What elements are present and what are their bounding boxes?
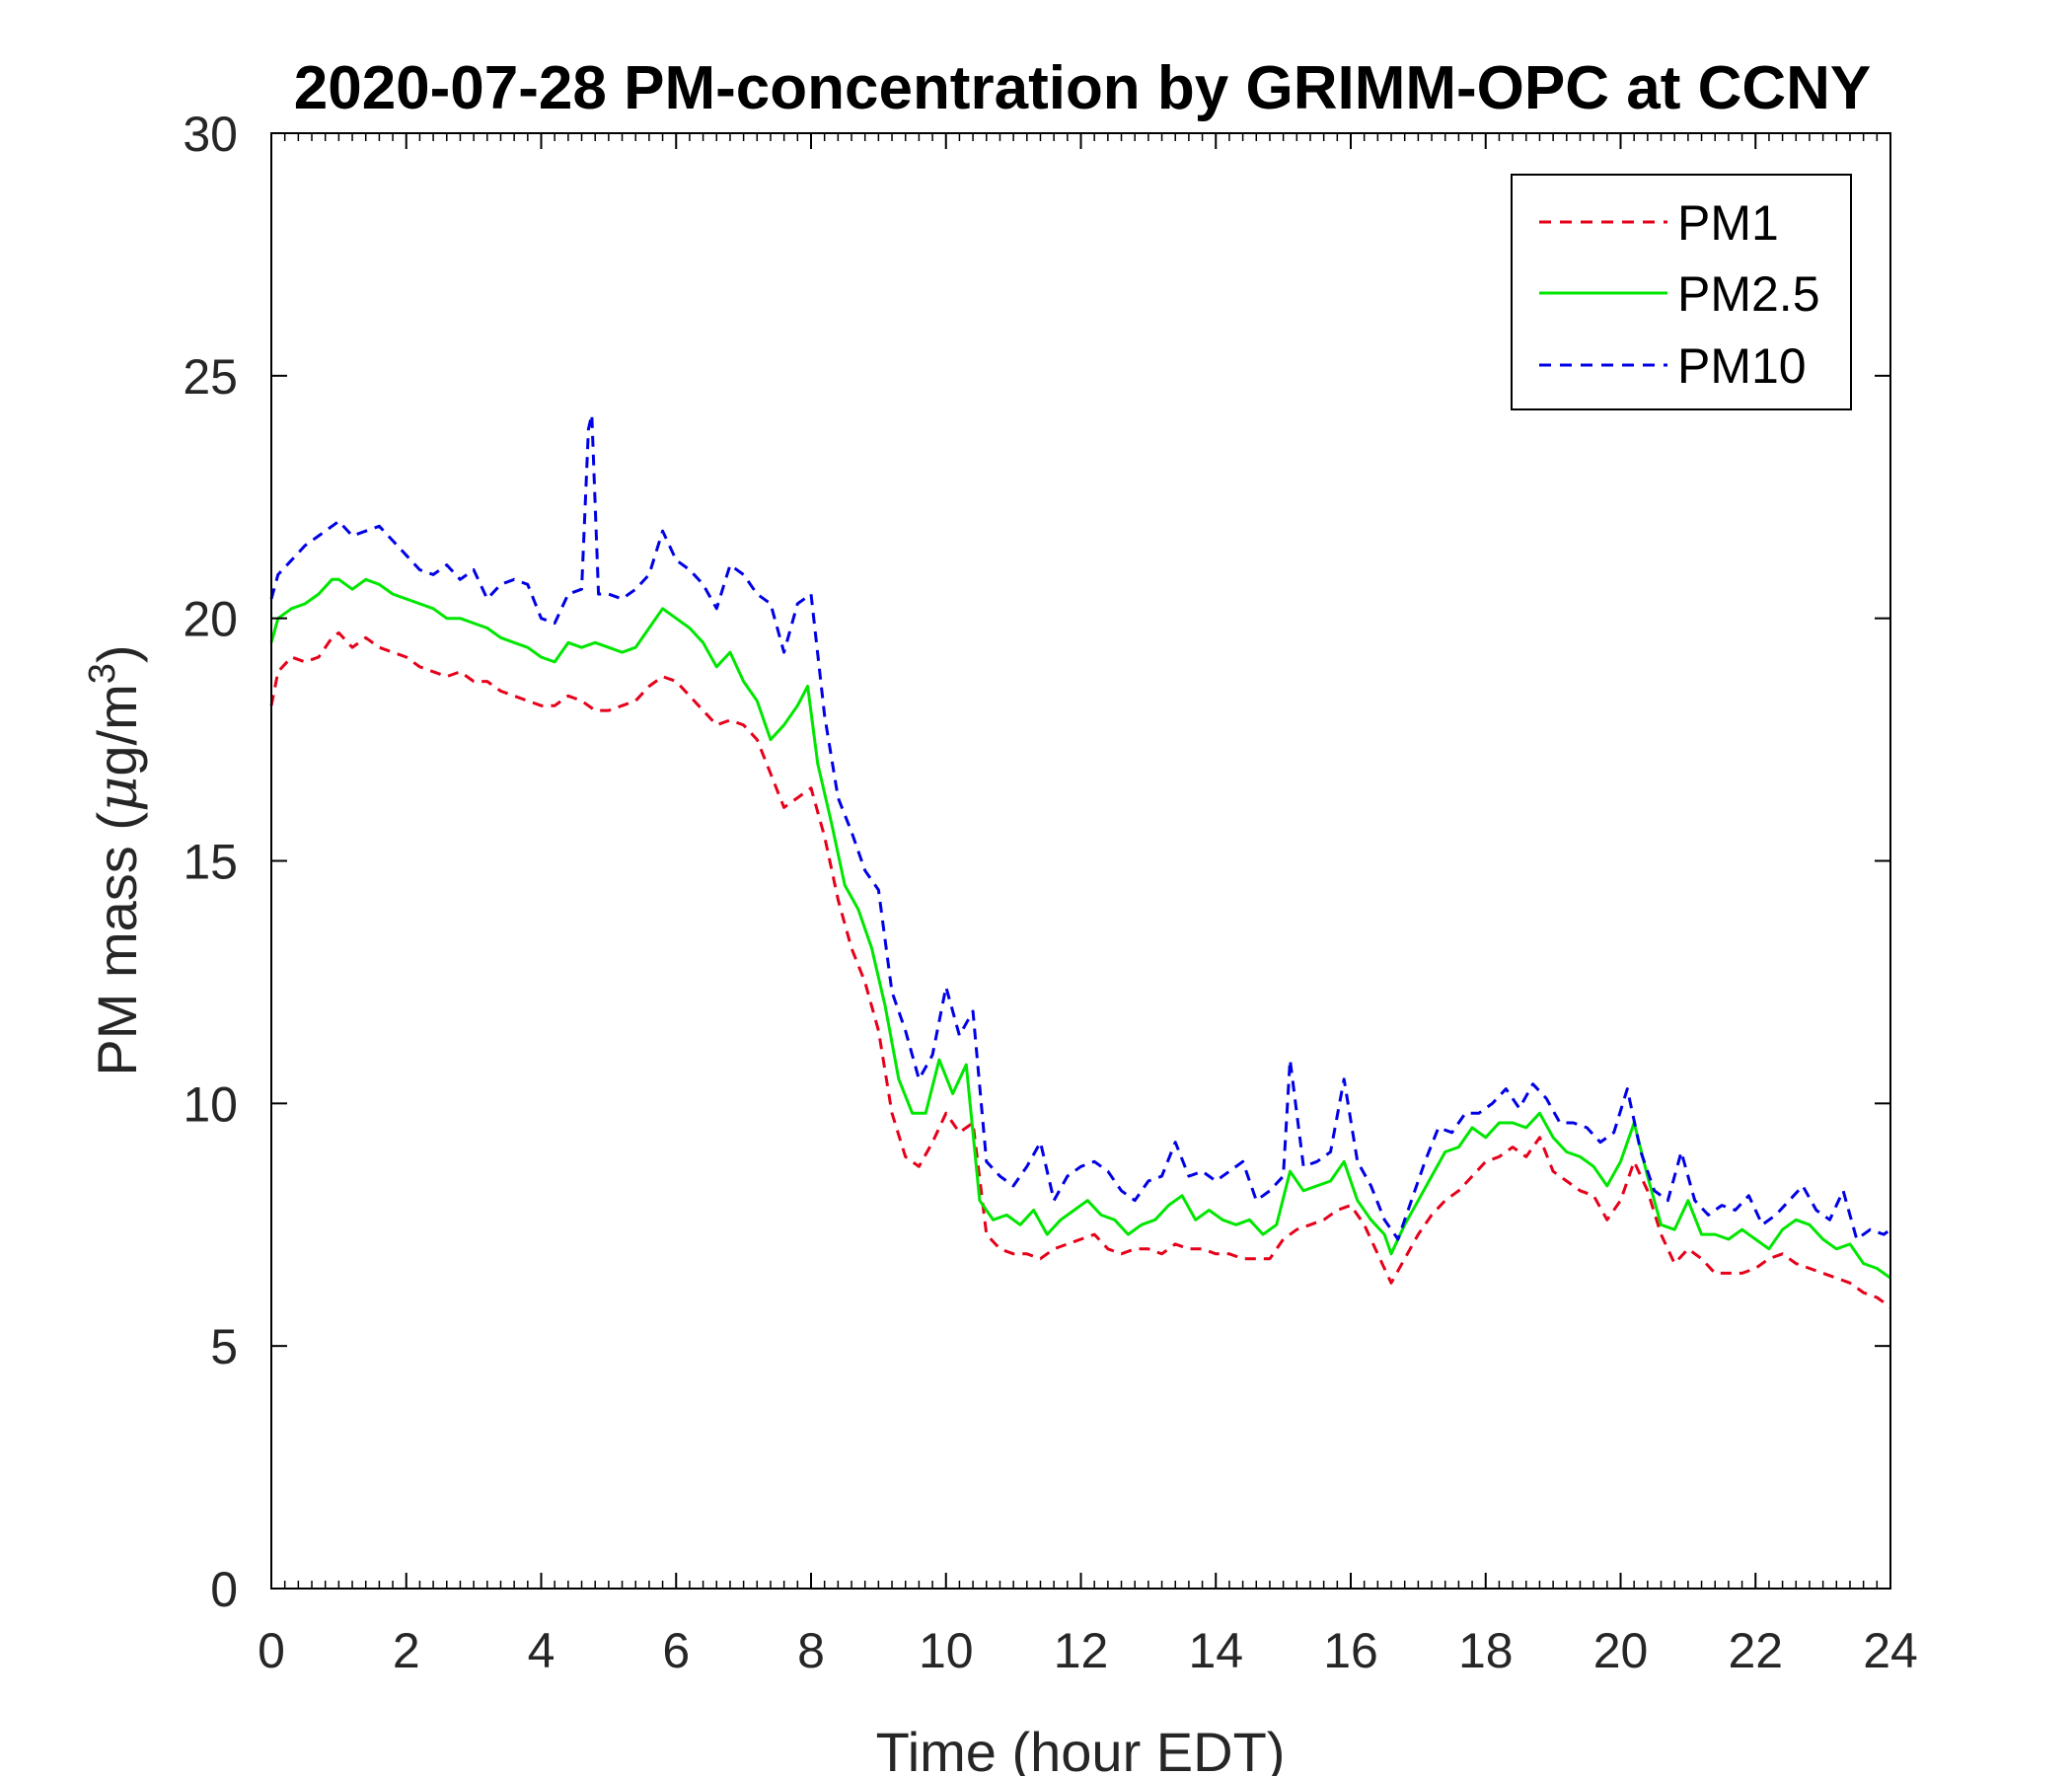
x-tick-label: 22 <box>1728 1623 1783 1678</box>
legend: PM1 PM2.5 PM10 <box>1511 174 1852 410</box>
y-axis-label-suffix: ) <box>86 644 148 663</box>
series-line-pm10 <box>269 412 1891 1241</box>
x-tick-label: 2 <box>393 1623 420 1678</box>
x-tick-label: 24 <box>1863 1623 1918 1678</box>
series-line-pm1 <box>269 630 1891 1309</box>
x-tick-label: 16 <box>1323 1623 1378 1678</box>
x-tick-label: 14 <box>1188 1623 1243 1678</box>
y-tick-labels: 0 5 10 15 20 25 30 <box>183 107 238 1617</box>
y-tick-label: 0 <box>210 1562 238 1617</box>
y-tick-label: 10 <box>183 1076 238 1132</box>
y-tick-label: 30 <box>183 107 238 162</box>
legend-pm25-label: PM2.5 <box>1677 266 1820 322</box>
y-tick-label: 20 <box>183 592 238 647</box>
x-tick-label: 4 <box>528 1623 555 1678</box>
x-tick-label: 6 <box>662 1623 690 1678</box>
series-line-pm25 <box>269 577 1891 1280</box>
y-axis-label-mu: μ <box>86 777 150 812</box>
x-tick-label: 18 <box>1458 1623 1514 1678</box>
series-layer <box>269 412 1891 1309</box>
x-tick-label: 20 <box>1593 1623 1649 1678</box>
legend-pm10-label: PM10 <box>1677 338 1807 394</box>
y-axis-label-prefix: PM mass ( <box>86 812 148 1076</box>
y-tick-label: 25 <box>183 349 238 405</box>
x-tick-label: 12 <box>1054 1623 1109 1678</box>
chart-title: 2020-07-28 PM-concentration by GRIMM-OPC… <box>294 54 1872 122</box>
y-tick-label: 5 <box>210 1319 238 1374</box>
x-tick-labels: 0 2 4 6 8 10 12 14 16 18 20 22 24 <box>258 1623 1918 1678</box>
x-tick-label: 8 <box>797 1623 825 1678</box>
y-axis-label-unit: g/m <box>86 684 148 776</box>
x-tick-label: 10 <box>919 1623 974 1678</box>
ticks-layer <box>270 132 1891 1590</box>
x-tick-label: 0 <box>258 1623 285 1678</box>
y-axis-label-superscript: 3 <box>82 663 123 684</box>
y-tick-label: 15 <box>183 835 238 890</box>
legend-pm1-label: PM1 <box>1677 195 1779 251</box>
x-axis-label: Time (hour EDT) <box>876 1721 1286 1776</box>
y-axis-label: PM mass (μg/m3) <box>82 644 150 1075</box>
